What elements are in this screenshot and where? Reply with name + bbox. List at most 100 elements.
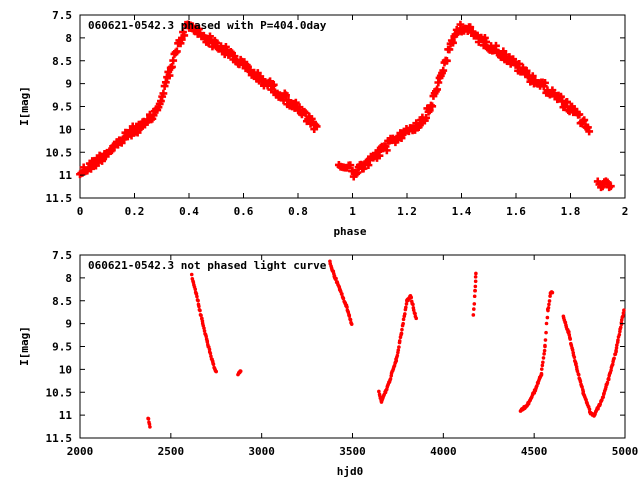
- bottom-data-point: [540, 363, 545, 368]
- top-y-tick-label: 10.5: [46, 146, 73, 159]
- bottom-x-tick-label: 4500: [521, 445, 548, 458]
- bottom-data-point: [404, 305, 408, 310]
- bottom-data-point: [550, 290, 555, 295]
- bottom-data-point: [471, 313, 476, 317]
- top-x-tick-label: 0: [77, 205, 84, 218]
- bottom-data-point: [614, 346, 619, 350]
- top-data-point: [456, 20, 465, 29]
- bottom-data-point: [340, 292, 344, 296]
- bottom-data-point: [197, 304, 201, 309]
- bottom-x-tick-label: 3000: [248, 445, 275, 458]
- top-plot-title: 060621-0542.3 phased with P=404.0day: [88, 19, 327, 32]
- bottom-data-point: [473, 275, 478, 279]
- bottom-data-point: [542, 348, 547, 353]
- bottom-x-ticks: 2000 2500 3000 3500 4000 4500 5000: [67, 255, 639, 458]
- bottom-data-point: [377, 389, 381, 394]
- bottom-data-point: [578, 379, 583, 384]
- bottom-data-point: [403, 312, 407, 316]
- bottom-data-point: [606, 377, 611, 382]
- top-x-tick-label: 1.6: [506, 205, 526, 218]
- bottom-y-tick-label: 11: [59, 409, 73, 422]
- top-y-tick-label: 7.5: [52, 9, 72, 22]
- bottom-data-point: [473, 284, 478, 289]
- bottom-data-point: [535, 383, 539, 388]
- top-x-tick-label: 1.2: [397, 205, 417, 218]
- bottom-data-point: [616, 338, 620, 342]
- top-data-point: [177, 35, 186, 44]
- bottom-data-point: [587, 407, 592, 412]
- bottom-data-point: [609, 368, 613, 373]
- bottom-data-point: [388, 377, 393, 381]
- bottom-data-point: [618, 325, 623, 330]
- bottom-data-point: [189, 272, 194, 277]
- top-data-point: [603, 178, 612, 187]
- bottom-data-point: [404, 302, 409, 306]
- bottom-data-point: [202, 326, 206, 330]
- top-x-tick-label: 0.4: [179, 205, 199, 218]
- bottom-data-point: [473, 288, 477, 293]
- top-data-point: [439, 66, 448, 75]
- bottom-data-point: [204, 334, 208, 339]
- top-data-point: [528, 72, 537, 80]
- bottom-data-point: [601, 395, 606, 399]
- top-data-point: [580, 116, 589, 124]
- top-data-point: [180, 31, 189, 40]
- bottom-x-tick-label: 2000: [67, 445, 94, 458]
- top-data-point: [422, 113, 430, 122]
- top-y-tick-label: 9: [65, 78, 72, 91]
- bottom-data-point: [211, 362, 216, 367]
- bottom-data-point: [399, 331, 404, 336]
- bottom-data-point: [548, 294, 552, 298]
- bottom-data-point: [205, 340, 210, 344]
- top-data-point: [301, 109, 310, 118]
- top-data-point: [541, 78, 549, 87]
- bottom-data-point: [543, 344, 547, 349]
- top-data-point: [346, 161, 355, 170]
- bottom-x-tick-label: 5000: [612, 445, 639, 458]
- bottom-data-point: [621, 314, 625, 318]
- bottom-data-point: [612, 356, 616, 361]
- bottom-data-point: [411, 302, 415, 307]
- bottom-data-point: [610, 362, 615, 367]
- top-data-point: [492, 41, 500, 50]
- top-data-point: [375, 151, 384, 160]
- top-y-tick-label: 11: [59, 169, 73, 182]
- top-x-tick-label: 1.4: [452, 205, 472, 218]
- bottom-data-point: [570, 348, 575, 352]
- bottom-y-tick-label: 7.5: [52, 249, 72, 262]
- bottom-data-point: [202, 329, 207, 333]
- bottom-data-point: [472, 307, 476, 311]
- bottom-y-tick-label: 9: [65, 318, 72, 331]
- top-data-point: [348, 167, 356, 175]
- top-y-tick-label: 9.5: [52, 101, 72, 114]
- bottom-data-point: [199, 313, 203, 318]
- bottom-data-point: [208, 351, 213, 356]
- bottom-data-point: [572, 355, 577, 360]
- top-data-point: [172, 47, 181, 56]
- bottom-data-point: [541, 356, 546, 360]
- top-data-point: [428, 102, 437, 111]
- top-data-point: [133, 128, 142, 137]
- bottom-data-point: [397, 345, 401, 349]
- bottom-data-point: [575, 369, 580, 374]
- bottom-data-point: [214, 369, 219, 374]
- bottom-data-point: [473, 279, 478, 284]
- top-data-point: [165, 71, 174, 80]
- bottom-data-point: [195, 294, 199, 299]
- top-data-point: [445, 45, 454, 54]
- bottom-data-point: [472, 294, 477, 299]
- bottom-data-point: [148, 425, 152, 429]
- top-data-point: [169, 56, 178, 65]
- top-data-point: [575, 110, 584, 119]
- bottom-data-point: [400, 327, 404, 332]
- bottom-data-point: [347, 314, 352, 318]
- bottom-plot-title: 060621-0542.3 not phased light curve: [88, 259, 327, 272]
- bottom-data-point: [401, 321, 405, 326]
- bottom-data-point: [568, 337, 573, 341]
- top-data-point: [433, 85, 442, 94]
- bottom-data-point: [539, 371, 544, 376]
- bottom-data-point: [414, 316, 419, 321]
- top-data-point: [585, 127, 594, 136]
- bottom-data-point: [341, 296, 346, 301]
